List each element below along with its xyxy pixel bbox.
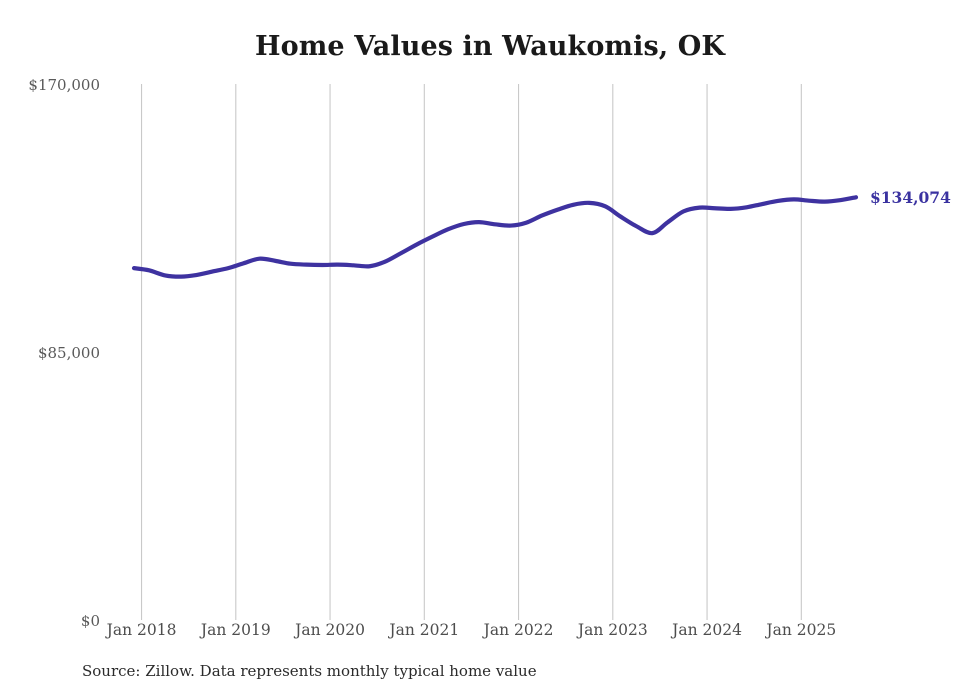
gridline-group — [140, 84, 802, 620]
xtick-label-jan-2025: Jan 2025 — [766, 621, 837, 639]
ytick-label-bottom: $0 — [80, 612, 100, 630]
ytick-label-mid: $85,000 — [37, 344, 100, 362]
xtick-label-jan-2024: Jan 2024 — [672, 621, 742, 639]
chart-title: Home Values in Waukomis, OK — [255, 31, 725, 62]
xtick-label-jan-2019: Jan 2019 — [200, 621, 271, 639]
end-value-label: $134,074 — [869, 188, 951, 208]
xtick-label-jan-2020: Jan 2020 — [295, 621, 365, 639]
xtick-label-jan-2021: Jan 2021 — [389, 621, 460, 639]
xtick-label-jan-2023: Jan 2023 — [577, 621, 648, 639]
value-line-series — [131, 195, 859, 279]
xtick-label-jan-2022: Jan 2022 — [483, 621, 554, 639]
ytick-label-top: $170,000 — [28, 76, 100, 94]
xtick-label-jan-2018: Jan 2018 — [106, 621, 177, 639]
source-note: Source: Zillow. Data represents monthly … — [82, 662, 537, 680]
